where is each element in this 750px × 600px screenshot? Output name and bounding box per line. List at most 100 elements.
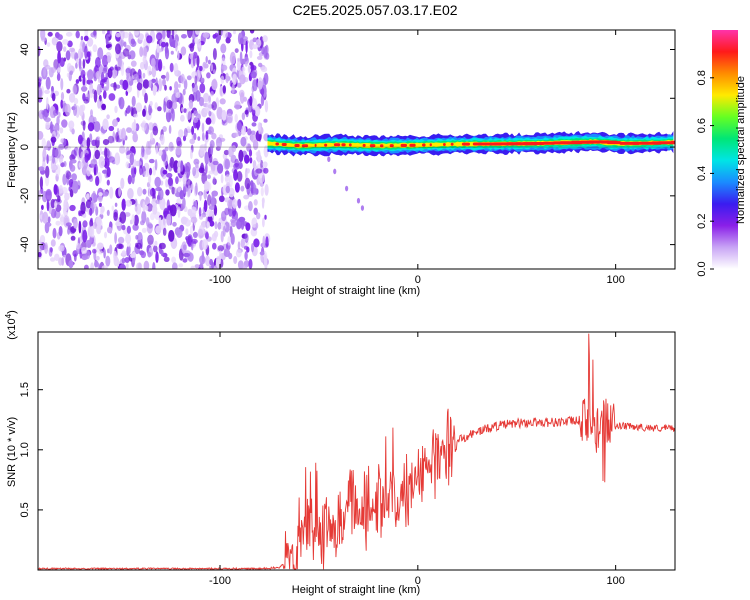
noise-blob xyxy=(175,39,178,52)
noise-blob xyxy=(230,219,237,228)
noise-blob xyxy=(244,177,251,190)
noise-blob xyxy=(147,223,153,229)
noise-blob xyxy=(97,47,104,60)
noise-blob xyxy=(113,81,117,91)
noise-blob xyxy=(102,118,109,131)
noise-blob xyxy=(220,43,227,54)
noise-blob xyxy=(146,35,153,44)
noise-blob xyxy=(114,66,121,71)
noise-blob xyxy=(194,200,198,207)
noise-blob xyxy=(221,109,227,122)
noise-blob xyxy=(147,234,154,245)
noise-blob xyxy=(168,124,172,134)
noise-blob xyxy=(102,169,108,174)
noise-blob xyxy=(175,92,181,99)
noise-blob xyxy=(250,65,257,71)
noise-blob xyxy=(140,220,145,226)
noise-blob xyxy=(187,235,192,246)
x-tick-label: -100 xyxy=(209,575,231,587)
noise-blob xyxy=(60,214,65,226)
noise-blob xyxy=(149,100,153,107)
noise-blob xyxy=(189,138,195,145)
noise-blob xyxy=(264,214,267,220)
noise-blob xyxy=(78,162,84,169)
noise-blob xyxy=(165,189,170,196)
noise-blob xyxy=(82,93,86,102)
noise-blob xyxy=(249,50,253,59)
noise-blob xyxy=(41,110,46,115)
noise-blob xyxy=(145,196,149,202)
noise-blob xyxy=(120,177,125,190)
noise-blob xyxy=(209,153,213,163)
noise-blob xyxy=(38,78,42,87)
noise-blob xyxy=(144,92,148,104)
noise-blob xyxy=(54,210,61,219)
noise-blob xyxy=(246,246,250,253)
noise-blob xyxy=(151,65,157,78)
noise-blob xyxy=(122,79,129,91)
noise-blob xyxy=(50,163,57,171)
noise-blob xyxy=(249,30,255,34)
noise-blob xyxy=(113,211,118,221)
noise-blob xyxy=(106,114,110,120)
noise-blob xyxy=(208,110,212,117)
noise-blob xyxy=(117,55,122,69)
snr-xlabel: Height of straight line (km) xyxy=(292,584,420,596)
noise-blob xyxy=(89,207,93,216)
noise-blob xyxy=(174,81,179,91)
noise-blob xyxy=(196,55,200,67)
signal-band-core xyxy=(542,141,556,145)
noise-blob xyxy=(240,136,247,147)
noise-blob xyxy=(123,41,127,47)
noise-blob xyxy=(208,126,215,135)
noise-blob xyxy=(155,251,159,263)
noise-blob xyxy=(234,113,238,123)
noise-blob xyxy=(87,37,94,47)
spectrogram-heatmap xyxy=(38,30,675,269)
spectrogram-xlabel: Height of straight line (km) xyxy=(292,285,420,297)
noise-blob xyxy=(63,57,67,62)
noise-blob xyxy=(66,62,72,73)
noise-blob xyxy=(102,54,109,68)
noise-blob xyxy=(148,103,152,116)
noise-blob xyxy=(126,242,132,248)
noise-blob xyxy=(182,258,188,263)
noise-blob xyxy=(183,78,188,90)
noise-blob xyxy=(211,233,217,242)
noise-blob xyxy=(56,73,61,82)
noise-blob xyxy=(56,116,60,126)
colorbar-bar xyxy=(712,30,738,269)
noise-blob xyxy=(203,199,208,213)
noise-blob xyxy=(220,174,224,184)
noise-blob xyxy=(107,135,115,144)
noise-blob xyxy=(112,118,118,127)
noise-blob xyxy=(200,77,205,83)
noise-blob xyxy=(114,152,120,166)
noise-blob xyxy=(47,216,51,223)
noise-blob xyxy=(257,149,261,163)
noise-blob xyxy=(191,125,195,135)
noise-blob xyxy=(50,198,56,209)
colorbar-tick-label: 0.8 xyxy=(696,70,708,85)
noise-blob xyxy=(126,225,131,234)
noise-blob xyxy=(72,103,78,116)
noise-blob xyxy=(108,156,116,163)
noise-blob xyxy=(136,242,142,249)
noise-blob xyxy=(252,79,258,92)
noise-blob xyxy=(79,66,83,72)
noise-blob xyxy=(262,217,265,228)
signal-band-core xyxy=(369,144,376,148)
colorbar-tick-label: 0.0 xyxy=(696,261,708,276)
noise-blob xyxy=(225,72,229,84)
noise-blob xyxy=(134,167,137,175)
noise-blob xyxy=(90,225,95,238)
noise-blob xyxy=(109,244,113,255)
noise-blob xyxy=(241,264,248,269)
noise-blob xyxy=(129,50,136,60)
noise-blob xyxy=(159,242,166,250)
colorbar-ticks: 0.0 0.2 0.4 0.6 0.8 xyxy=(696,70,714,277)
noise-blob xyxy=(212,242,217,250)
noise-blob xyxy=(193,132,197,141)
noise-blob xyxy=(50,239,56,247)
noise-blob xyxy=(133,214,139,226)
